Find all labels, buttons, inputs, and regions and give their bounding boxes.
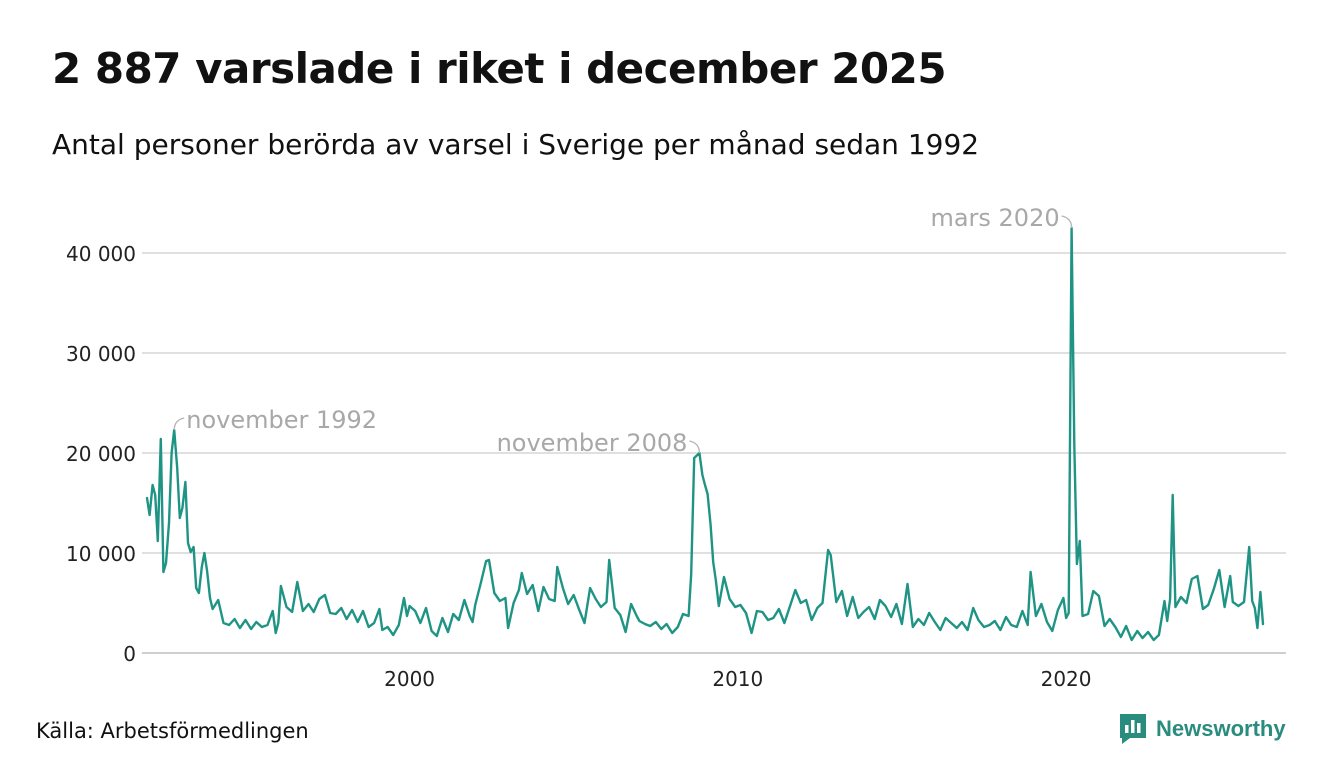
brand-name: Newsworthy	[1156, 716, 1286, 741]
annotation-label-3: mars 2020	[930, 204, 1059, 232]
source-note: Källa: Arbetsförmedlingen	[36, 719, 309, 743]
y-tick-label-0: 0	[123, 642, 136, 666]
y-tick-label-10000: 10 000	[66, 542, 136, 566]
x-tick-label-2020: 2020	[1041, 667, 1092, 691]
newsworthy-logo-icon	[1120, 714, 1146, 744]
y-tick-label-40000: 40 000	[66, 242, 136, 266]
x-tick-label-2010: 2010	[712, 667, 763, 691]
annotation-label-1: november 1992	[186, 406, 377, 434]
y-tick-label-20000: 20 000	[66, 442, 136, 466]
x-tick-label-2000: 2000	[384, 667, 435, 691]
page-subtitle: Antal personer berörda av varsel i Sveri…	[52, 128, 980, 161]
series-line-1	[145, 226, 1265, 642]
page-title: 2 887 varslade i riket i december 2025	[52, 44, 947, 93]
annotation-leader-3	[1061, 215, 1073, 229]
annotation-leader-1	[173, 417, 185, 431]
y-tick-label-30000: 30 000	[66, 342, 136, 366]
annotation-leader-2	[689, 440, 701, 454]
annotation-label-2: november 2008	[497, 429, 688, 457]
brand-logo[interactable]: Newsworthy	[1118, 712, 1286, 746]
